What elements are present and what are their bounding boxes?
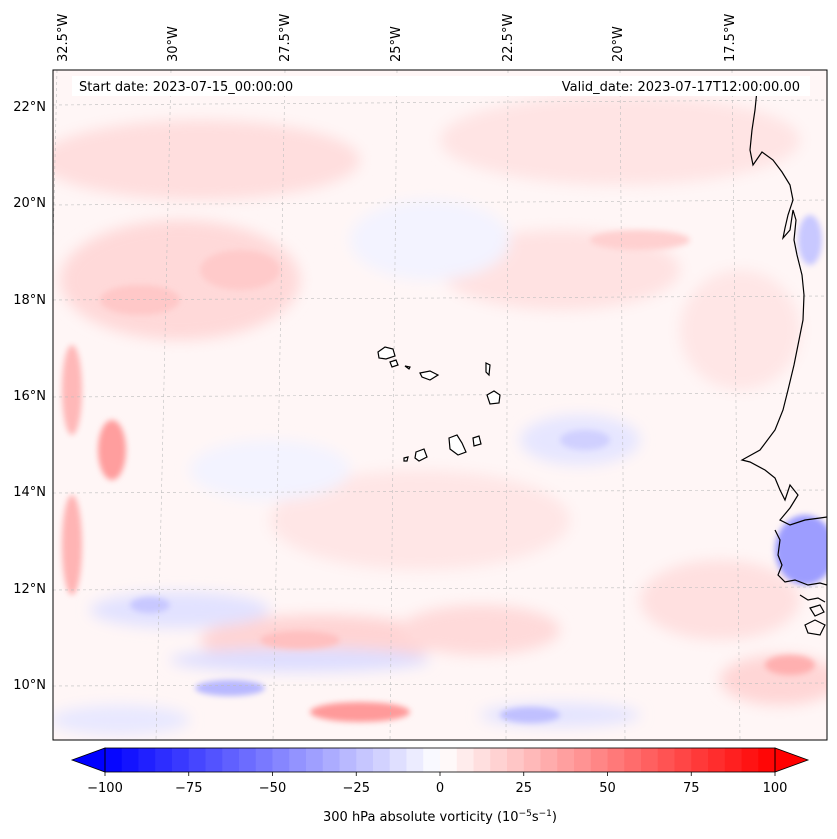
colorbar-cell: [172, 748, 190, 772]
colorbar-cell: [121, 748, 139, 772]
colorbar-cell: [624, 748, 642, 772]
lon-label: 27.5°W: [278, 14, 293, 62]
valid-date-label: Valid_date: 2023-07-17T12:00:00.00: [562, 80, 800, 95]
colorbar-cell: [641, 748, 659, 772]
lon-label: 30°W: [166, 26, 181, 62]
start-date-label: Start date: 2023-07-15_00:00:00: [79, 80, 293, 95]
colorbar-cell: [708, 748, 726, 772]
colorbar-cell: [440, 748, 458, 772]
colorbar-cell: [138, 748, 156, 772]
header-background: [72, 76, 810, 96]
lat-label: 18°N: [13, 293, 46, 308]
colorbar-tick-label: −75: [175, 781, 202, 796]
colorbar-cell: [724, 748, 742, 772]
colorbar-tick-label: 50: [599, 781, 616, 796]
gridlines: [53, 70, 827, 740]
lat-label: 16°N: [13, 389, 46, 404]
lon-label: 20°W: [611, 26, 626, 62]
lat-label: 14°N: [13, 485, 46, 500]
colorbar-cell: [306, 748, 324, 772]
coastline: [740, 89, 827, 636]
colorbar: −100 −75 −50 −25 0 25 50 75 100 300 hPa absolute…: [70, 747, 810, 825]
lon-label: 17.5°W: [723, 14, 738, 62]
lat-label: 10°N: [13, 678, 46, 693]
colorbar-cell: [590, 748, 608, 772]
longitude-labels: 32.5°W 30°W 27.5°W 25°W 22.5°W 20°W 17.5…: [56, 14, 738, 62]
colorbar-tick-label: −50: [259, 781, 286, 796]
lon-label: 25°W: [389, 26, 404, 62]
colorbar-cell: [389, 748, 407, 772]
colorbar-cell: [322, 748, 340, 772]
colorbar-cell: [691, 748, 709, 772]
colorbar-ticks: −100 −75 −50 −25 0 25 50 75 100: [87, 772, 787, 796]
colorbar-cell: [255, 748, 273, 772]
latitude-labels: 22°N 20°N 18°N 16°N 14°N 12°N 10°N: [13, 100, 46, 693]
colorbar-cell: [205, 748, 223, 772]
colorbar-cell: [607, 748, 625, 772]
colorbar-cells: [105, 748, 776, 772]
colorbar-cell: [657, 748, 675, 772]
colorbar-tick-label: −25: [343, 781, 370, 796]
colorbar-cell: [758, 748, 776, 772]
colorbar-cell: [473, 748, 491, 772]
colorbar-cell: [239, 748, 257, 772]
colorbar-cell: [406, 748, 424, 772]
colorbar-cell: [574, 748, 592, 772]
colorbar-tick-label: 100: [763, 781, 788, 796]
colorbar-cell: [423, 748, 441, 772]
lat-label: 20°N: [13, 196, 46, 211]
cape-verde-islands: [377, 346, 501, 462]
colorbar-cell: [507, 748, 525, 772]
colorbar-cell: [540, 748, 558, 772]
lon-label: 32.5°W: [56, 14, 71, 62]
colorbar-cell: [741, 748, 759, 772]
lon-label: 22.5°W: [501, 14, 516, 62]
colorbar-cell: [188, 748, 206, 772]
map-frame: [52, 69, 828, 741]
colorbar-cell: [289, 748, 307, 772]
colorbar-tick-label: 75: [683, 781, 700, 796]
lat-label: 12°N: [13, 582, 46, 597]
colorbar-min-extend: [70, 747, 106, 773]
colorbar-cell: [557, 748, 575, 772]
colorbar-cell: [490, 748, 508, 772]
colorbar-cell: [373, 748, 391, 772]
colorbar-cell: [105, 748, 123, 772]
colorbar-tick-label: −100: [87, 781, 123, 796]
vorticity-field: Start date: 2023-07-15_00:00:00 Valid_da…: [53, 70, 827, 740]
colorbar-label: 300 hPa absolute vorticity (10−5s−1): [323, 809, 557, 825]
colorbar-max-extend: [774, 747, 810, 773]
colorbar-cell: [272, 748, 290, 772]
colorbar-cell: [222, 748, 240, 772]
colorbar-cell: [155, 748, 173, 772]
colorbar-cell: [356, 748, 374, 772]
colorbar-cell: [523, 748, 541, 772]
colorbar-cell: [674, 748, 692, 772]
colorbar-cell: [456, 748, 474, 772]
colorbar-tick-label: 0: [436, 781, 444, 796]
lat-label: 22°N: [13, 100, 46, 115]
colorbar-cell: [339, 748, 357, 772]
colorbar-tick-label: 25: [515, 781, 532, 796]
